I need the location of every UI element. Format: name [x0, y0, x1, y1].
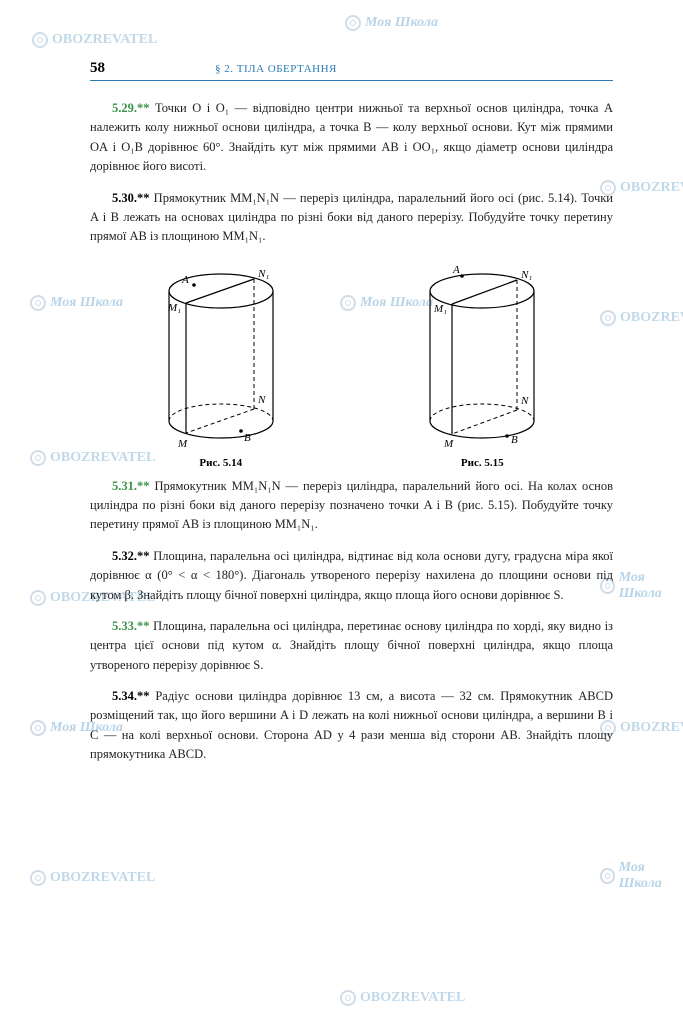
label-A: A [181, 274, 189, 286]
label-B: B [511, 434, 518, 446]
problem-number: 5.33.** [112, 619, 150, 633]
cylinder-diagram-icon: A N₁ M₁ N B M [407, 261, 557, 451]
problem-5-32: 5.32.** Площина, паралельна осі циліндра… [90, 547, 613, 605]
problem-text: Точки O і O₁ — відповідно центри нижньої… [90, 101, 613, 173]
page-content: 58 § 2. ТІЛА ОБЕРТАННЯ 5.29.** Точки O і… [0, 0, 683, 817]
page-number: 58 [90, 60, 105, 77]
problem-5-33: 5.33.** Площина, паралельна осі циліндра… [90, 617, 613, 675]
figure-5-15: A N₁ M₁ N B M Рис. 5.15 [407, 261, 557, 469]
page-header: 58 § 2. ТІЛА ОБЕРТАННЯ [90, 60, 613, 81]
label-N: N [257, 394, 266, 406]
problem-number: 5.32.** [112, 549, 150, 563]
label-M1: M₁ [167, 302, 181, 314]
problem-number: 5.31.** [112, 479, 150, 493]
label-B: B [244, 432, 251, 444]
figure-caption: Рис. 5.14 [199, 457, 242, 469]
figures-row: A N₁ M₁ N B M Рис. 5.14 [90, 261, 613, 469]
watermark: OBOZREVATEL [30, 870, 155, 886]
problem-5-31: 5.31.** Прямокутник MM₁N₁N — переріз цил… [90, 477, 613, 535]
section-title: § 2. ТІЛА ОБЕРТАННЯ [215, 63, 337, 75]
label-N: N [520, 395, 529, 407]
watermark: OBOZREVATEL [340, 990, 465, 1006]
problem-5-29: 5.29.** Точки O і O₁ — відповідно центри… [90, 99, 613, 177]
problem-number: 5.34.** [112, 689, 150, 703]
problem-number: 5.29.** [112, 101, 150, 115]
problem-text: Площина, паралельна осі циліндра, перети… [90, 619, 613, 672]
label-M: M [177, 438, 188, 450]
problem-5-30: 5.30.** Прямокутник MM₁N₁N — переріз цил… [90, 189, 613, 247]
cylinder-diagram-icon: A N₁ M₁ N B M [146, 261, 296, 451]
problem-text: Радіус основи циліндра дорівнює 13 см, а… [90, 689, 613, 761]
label-M1: M₁ [433, 303, 447, 315]
problem-text: Прямокутник MM₁N₁N — переріз циліндра, п… [90, 191, 613, 244]
label-N1: N₁ [520, 269, 532, 281]
problem-5-34: 5.34.** Радіус основи циліндра дорівнює … [90, 687, 613, 765]
figure-caption: Рис. 5.15 [461, 457, 504, 469]
problem-number: 5.30.** [112, 191, 150, 205]
label-N1: N₁ [257, 268, 269, 280]
problem-text: Площина, паралельна осі циліндра, відтин… [90, 549, 613, 602]
label-M: M [443, 438, 454, 450]
label-A: A [452, 264, 460, 276]
problem-text: Прямокутник MM₁N₁N — переріз циліндра, п… [90, 479, 613, 532]
watermark: Моя Школа [600, 860, 683, 892]
figure-5-14: A N₁ M₁ N B M Рис. 5.14 [146, 261, 296, 469]
